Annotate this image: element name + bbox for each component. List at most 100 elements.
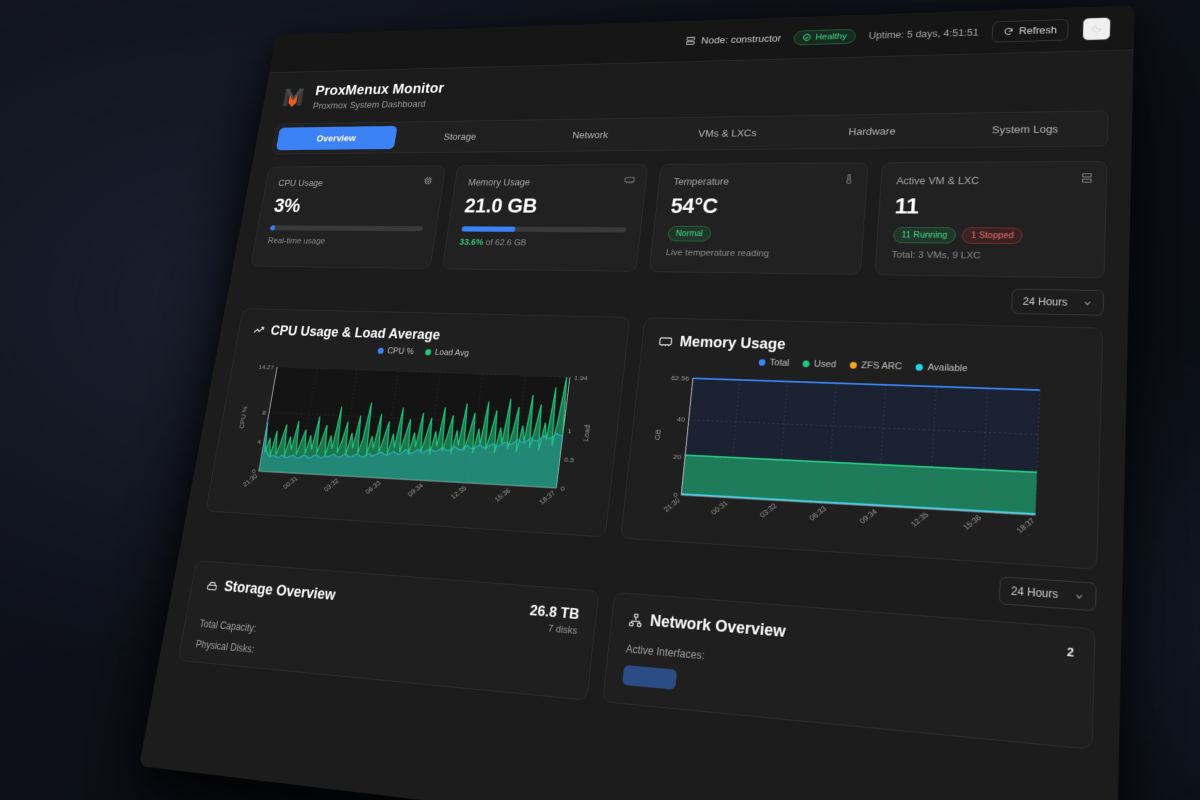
temperature-badge: Normal [667,225,712,242]
svg-text:21:30: 21:30 [663,497,683,514]
svg-text:00:31: 00:31 [710,499,730,516]
panel-cpu-chart: CPU Usage & Load Average CPU % Load Avg … [205,308,631,538]
refresh-icon [1003,26,1014,35]
tab-vms-lxcs[interactable]: VMs & LXCs [697,127,758,140]
legend-dot [377,347,385,354]
legend-total: Total [758,357,790,368]
svg-text:09:34: 09:34 [407,482,425,498]
stat-title: CPU Usage [277,178,324,189]
server-stack-icon [1080,172,1093,187]
memory-chart-title: Memory Usage [678,333,787,353]
storage-summary: 26.8 TB 7 disks [527,602,580,637]
svg-text:CPU %: CPU % [237,406,250,429]
memory-icon [658,334,673,348]
memory-subtext: 33.6% of 62.6 GB [459,238,625,248]
thermometer-icon [842,173,855,188]
network-interface-chip[interactable] [622,664,678,690]
storage-total-capacity: 26.8 TB [528,602,581,623]
memory-progress-bar [461,226,627,233]
stat-card-memory: Memory Usage 21.0 GB 33.6% of 62.6 GB [441,164,649,272]
vm-badge-row: 11 Running 1 Stopped [892,219,1088,245]
stat-card-cpu: CPU Usage 3% Real-time usage [250,165,446,269]
status-badge: Healthy [793,28,857,45]
svg-text:14.27: 14.27 [258,364,275,371]
legend-available: Available [915,362,968,374]
stat-title: Active VM & LXC [896,175,980,187]
theme-toggle-button[interactable] [1082,16,1112,41]
chevron-down-icon [1082,298,1093,308]
cpu-chart-plot: 0 4 8 14.27 0 0.5 1 1.94 21:30 00:31 03:32 06:33 09:… [222,356,608,524]
svg-text:12:35: 12:35 [910,511,931,529]
svg-text:21:30: 21:30 [242,473,259,489]
svg-text:0: 0 [673,492,678,500]
svg-text:06:33: 06:33 [808,505,829,523]
server-icon [685,36,696,46]
network-title: Network Overview [649,611,787,641]
vm-running-badge: 11 Running [892,226,957,244]
svg-text:12:35: 12:35 [450,485,469,501]
status-badge-label: Healthy [815,31,848,42]
tab-storage[interactable]: Storage [442,131,477,143]
network-title-row: Network Overview [628,610,786,642]
proxmenux-m-logo-icon [279,85,307,110]
legend-zfs-arc: ZFS ARC [849,360,902,372]
memory-chart-plot: 0 20 40 62.56 21:30 00:31 03:32 06:33 09:34 12:35… [639,369,1082,554]
svg-text:0.5: 0.5 [564,457,575,465]
cpu-usage-value: 3% [272,195,303,217]
svg-text:06:33: 06:33 [365,480,383,496]
storage-title-row: Storage Overview [205,577,337,605]
tab-network[interactable]: Network [571,129,609,141]
dashboard-window: Node: constructor Healthy Uptime: 5 days… [139,5,1135,800]
cpu-subtext: Real-time usage [267,236,326,246]
svg-text:40: 40 [676,417,685,425]
svg-text:8: 8 [262,410,267,417]
time-range-select-top[interactable]: 24 Hours [1011,288,1105,316]
refresh-button[interactable]: Refresh [991,18,1069,43]
svg-text:09:34: 09:34 [858,508,879,526]
memory-usage-value: 21.0 GB [463,194,539,218]
vm-subtext: Total: 3 VMs, 9 LXC [891,250,981,261]
svg-text:GB: GB [652,429,663,440]
svg-text:0: 0 [560,485,565,492]
uptime-text: Uptime: 5 days, 4:51:51 [868,26,979,41]
page-subtitle: Proxmox System Dashboard [312,98,427,111]
time-range-value: 24 Hours [1022,295,1068,309]
legend-dot [849,361,858,369]
page-title: ProxMenux Monitor [314,80,446,99]
svg-text:1.94: 1.94 [574,375,589,382]
storage-disk-count: 7 disks [547,623,578,637]
tab-overview[interactable]: Overview [275,125,398,151]
cpu-chart-title: CPU Usage & Load Average [269,322,442,343]
svg-text:18:37: 18:37 [1015,517,1037,535]
hard-drive-icon [205,579,219,593]
tab-system-logs[interactable]: System Logs [991,123,1059,136]
tab-hardware[interactable]: Hardware [848,125,896,138]
svg-text:1: 1 [567,428,572,435]
panel-network-overview: Network Overview 2 Active Interfaces: [602,591,1096,750]
svg-text:03:32: 03:32 [323,477,341,493]
legend-dot [915,363,924,371]
node-label: Node: constructor [700,32,782,46]
svg-text:18:37: 18:37 [538,490,557,507]
temperature-value: 54°C [669,194,719,218]
panel-memory-chart: Memory Usage Total Used ZFS ARC Availab [620,317,1104,570]
storage-title: Storage Overview [223,577,337,604]
check-circle-icon [802,33,811,41]
legend-dot [758,359,766,366]
moon-icon [1091,23,1103,33]
memory-stick-icon [623,175,635,189]
network-interface-count: 2 [1066,644,1075,660]
svg-text:62.56: 62.56 [671,375,690,383]
chart-row: CPU Usage & Load Average CPU % Load Avg … [187,298,1128,571]
svg-text:Load: Load [580,425,592,442]
stat-card-vms: Active VM & LXC 11 11 Running 1 Stopped … [873,160,1108,279]
svg-text:4: 4 [257,439,262,446]
legend-used: Used [802,359,836,370]
vm-count-value: 11 [893,194,920,219]
svg-text:15:36: 15:36 [962,514,984,532]
svg-text:03:32: 03:32 [759,502,779,519]
legend-dot [424,349,432,356]
legend-cpu-pct: CPU % [377,346,414,356]
trending-up-icon [252,324,266,337]
